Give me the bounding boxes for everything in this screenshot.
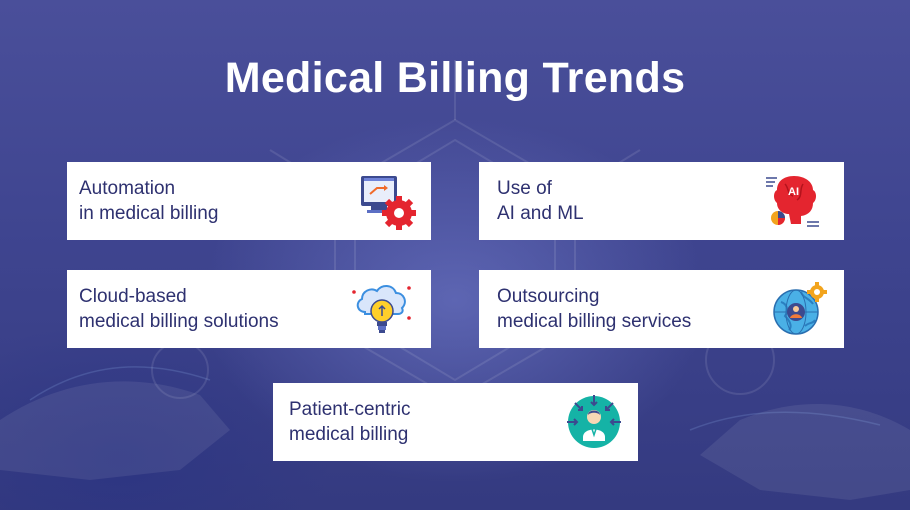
trend-card-label: Use of AI and ML [497, 178, 584, 224]
trend-card-label: Cloud-based medical billing solutions [79, 286, 279, 332]
trend-card-outsourcing: Outsourcing medical billing services [479, 270, 844, 348]
automation-gear-icon [361, 176, 416, 230]
patient-centric-icon [567, 395, 621, 448]
cloud-idea-icon [352, 285, 411, 333]
trend-card-cloud-based: Cloud-based medical billing solutions [67, 270, 431, 348]
globe-gear-icon [773, 282, 827, 335]
ai-brain-icon: AI [766, 176, 819, 227]
trend-card-ai-ml: Use of AI and ML AI [479, 162, 844, 240]
trend-card-label: Patient-centric medical billing [289, 399, 411, 445]
trend-card-label: Outsourcing medical billing services [497, 286, 692, 332]
trend-card-automation: Automation in medical billing [67, 162, 431, 240]
page-title: Medical Billing Trends [224, 54, 686, 102]
svg-text:AI: AI [788, 186, 799, 198]
trend-card-label: Automation in medical billing [79, 178, 219, 224]
trend-card-patient-centric: Patient-centric medical billing [273, 383, 638, 461]
